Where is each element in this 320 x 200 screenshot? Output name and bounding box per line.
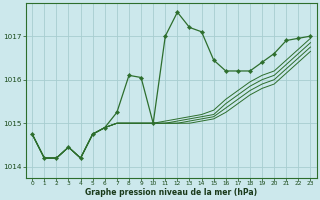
X-axis label: Graphe pression niveau de la mer (hPa): Graphe pression niveau de la mer (hPa) (85, 188, 257, 197)
